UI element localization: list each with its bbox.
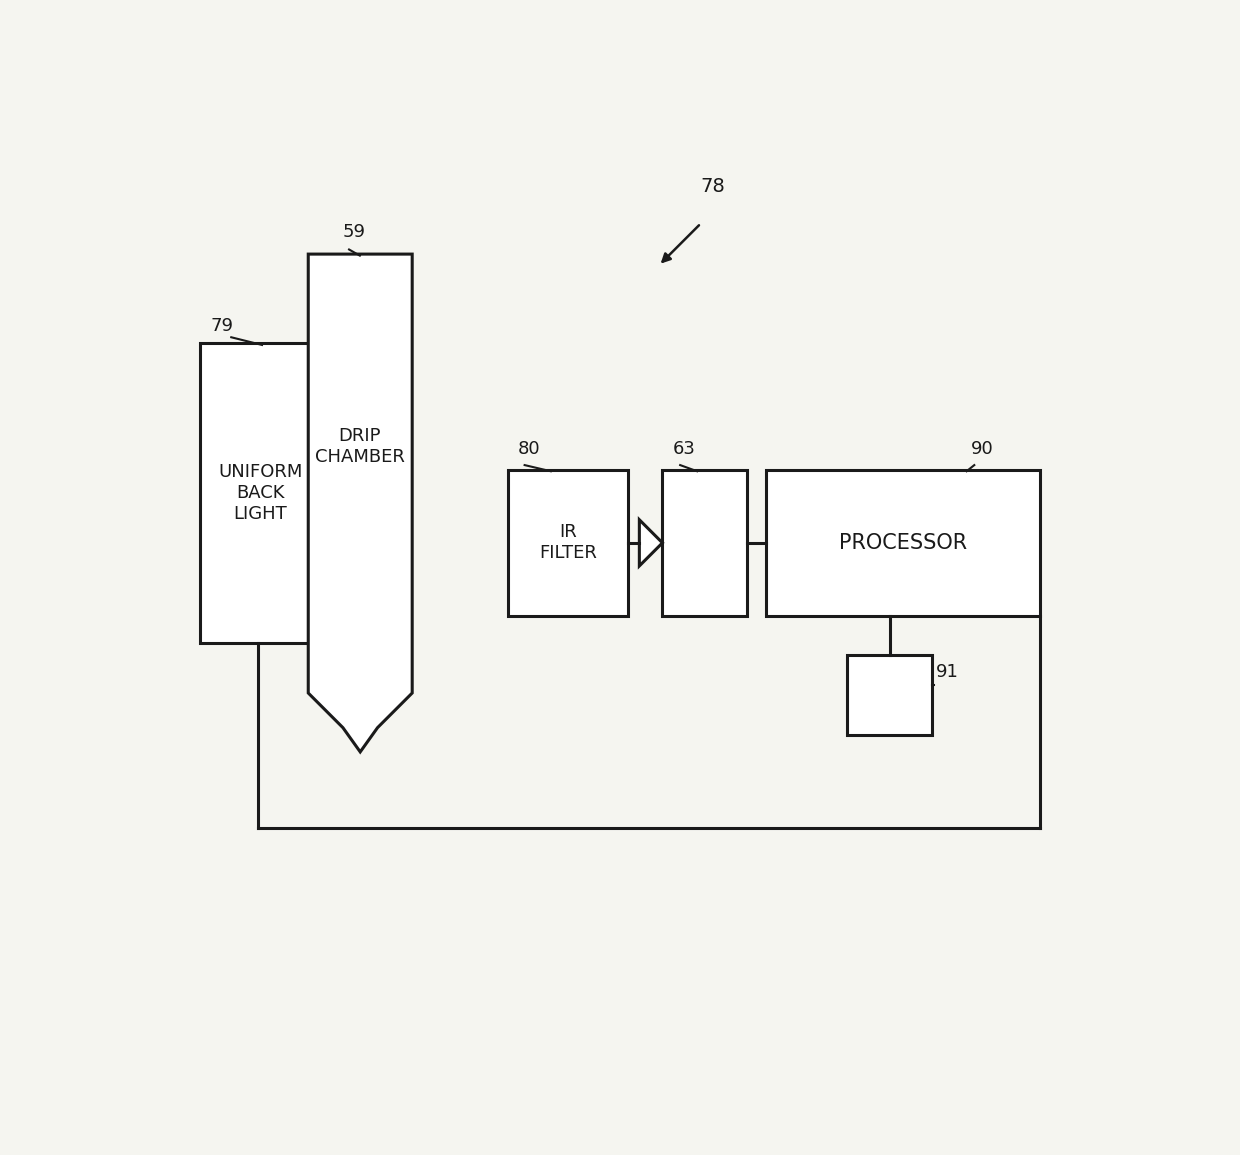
Text: 80: 80 <box>517 440 541 459</box>
Text: 79: 79 <box>211 316 233 335</box>
Text: IR
FILTER: IR FILTER <box>539 523 598 562</box>
Bar <box>508 470 627 616</box>
Text: UNIFORM
BACK
LIGHT: UNIFORM BACK LIGHT <box>218 463 303 522</box>
Text: 59: 59 <box>343 223 366 241</box>
Text: 78: 78 <box>701 178 725 196</box>
Text: 91: 91 <box>936 663 959 681</box>
Text: DRIP
CHAMBER: DRIP CHAMBER <box>315 427 404 465</box>
Polygon shape <box>309 254 412 752</box>
Bar <box>201 343 320 643</box>
Bar <box>766 470 1040 616</box>
Text: PROCESSOR: PROCESSOR <box>839 532 967 553</box>
Bar <box>662 470 748 616</box>
Text: 63: 63 <box>672 440 696 459</box>
Bar <box>847 655 932 736</box>
Polygon shape <box>640 520 662 566</box>
Text: 90: 90 <box>971 440 993 459</box>
